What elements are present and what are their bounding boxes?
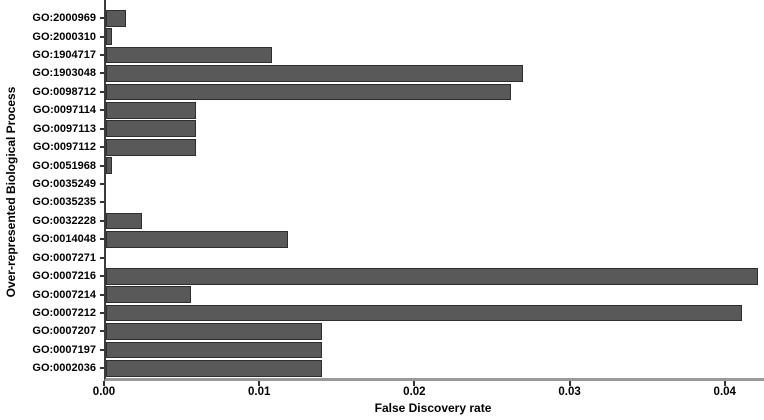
y-tick-mark <box>100 367 104 370</box>
bar <box>106 46 273 64</box>
bar <box>106 341 322 359</box>
y-tick-mark <box>100 54 104 57</box>
y-tick-label: GO:0097112 <box>33 141 96 154</box>
y-tick-label: GO:1903048 <box>32 67 96 80</box>
bar <box>106 286 192 303</box>
bar <box>106 157 113 175</box>
x-tick-label: 0.00 <box>92 386 116 398</box>
y-tick-mark <box>100 127 104 130</box>
y-tick-label: GO:0002036 <box>32 362 96 375</box>
y-tick-label: GO:0014048 <box>32 233 96 246</box>
bar <box>106 231 288 248</box>
x-tick-label: 0.04 <box>713 386 736 398</box>
y-tick-label: GO:0007207 <box>32 325 96 338</box>
y-tick-label: GO:0097114 <box>33 104 96 117</box>
y-tick-mark <box>100 109 104 112</box>
y-tick-label: GO:0007214 <box>32 288 96 301</box>
y-tick-mark <box>100 293 104 296</box>
bar <box>106 28 113 46</box>
y-tick-label: GO:0032228 <box>32 214 96 227</box>
y-tick-label: GO:0007212 <box>32 307 96 319</box>
x-tick-label: 0.01 <box>247 386 271 398</box>
y-tick-mark <box>100 90 104 93</box>
bar <box>106 65 524 82</box>
y-axis-title: Over-represented Biological Process <box>4 86 18 298</box>
y-tick-label: GO:0051968 <box>32 159 96 172</box>
plot-area <box>104 0 764 381</box>
y-tick-label: GO:0007271 <box>32 251 96 264</box>
y-tick-mark <box>100 348 104 351</box>
y-tick-label: GO:0097113 <box>33 122 96 135</box>
y-tick-label: GO:0007216 <box>32 270 96 283</box>
x-tick-mark <box>413 381 416 386</box>
y-tick-mark <box>100 275 104 278</box>
y-tick-label: GO:0007197 <box>32 343 96 356</box>
bar <box>106 359 322 377</box>
y-tick-mark <box>100 164 104 167</box>
bar <box>106 9 127 27</box>
y-tick-mark <box>100 183 104 186</box>
bar <box>106 212 142 230</box>
y-tick-label: GO:0035235 <box>32 196 96 209</box>
bar <box>106 138 196 156</box>
y-tick-mark <box>100 219 104 222</box>
x-tick-label: 0.03 <box>558 386 581 398</box>
x-tick-mark <box>103 381 105 386</box>
x-tick-mark <box>258 381 261 386</box>
bar <box>106 83 512 101</box>
y-tick-label: GO:0098712 <box>32 85 96 98</box>
y-tick-label: GO:1904717 <box>32 49 96 62</box>
bar <box>106 267 758 285</box>
bar <box>106 102 196 119</box>
bar <box>106 304 743 322</box>
y-tick-mark <box>100 72 104 75</box>
y-tick-mark <box>100 238 104 241</box>
y-tick-mark <box>100 256 104 259</box>
y-tick-label: GO:0035249 <box>32 178 96 191</box>
y-tick-mark <box>100 35 104 38</box>
bar <box>106 120 196 138</box>
y-tick-mark <box>100 146 104 149</box>
y-tick-label: GO:2000310 <box>32 30 96 43</box>
y-tick-mark <box>100 17 104 20</box>
y-tick-mark <box>100 201 104 204</box>
x-axis-title: False Discovery rate <box>374 401 492 415</box>
bar <box>106 323 322 340</box>
y-tick-label: GO:2000969 <box>32 12 96 25</box>
x-tick-mark <box>723 381 726 386</box>
x-tick-label: 0.02 <box>403 386 426 398</box>
y-tick-mark <box>100 330 104 333</box>
y-tick-mark <box>100 312 104 314</box>
x-tick-mark <box>568 381 571 386</box>
